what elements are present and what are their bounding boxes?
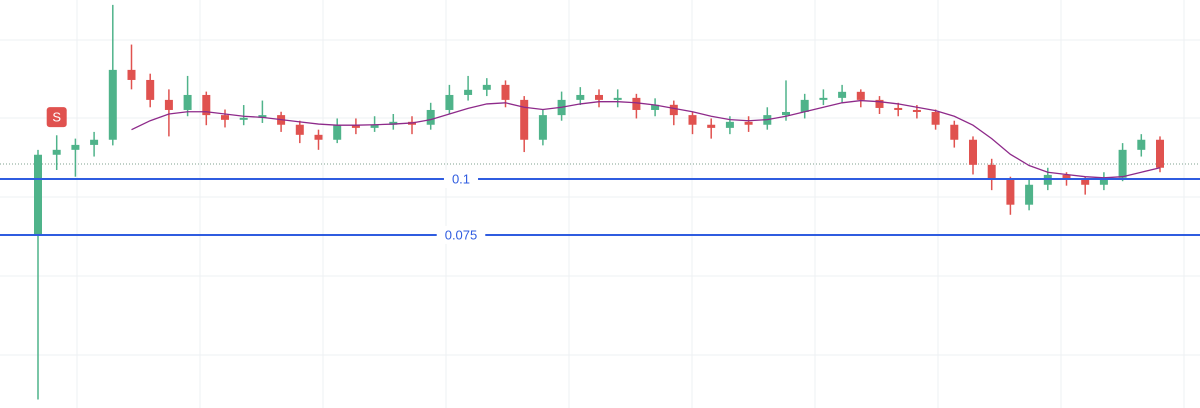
candle-body: [501, 84, 510, 100]
candle-body: [1081, 179, 1090, 185]
candle-body: [1156, 139, 1164, 168]
candle-body: [34, 154, 42, 235]
candle-body: [969, 139, 977, 165]
candle-body: [258, 115, 267, 118]
candle-body: [52, 149, 61, 155]
candle-body: [482, 84, 491, 90]
level-label: 0.075: [445, 227, 478, 242]
candle-body: [108, 69, 117, 140]
candle-body: [239, 117, 248, 120]
candle-body: [1099, 177, 1108, 185]
candle-body: [576, 94, 585, 100]
candle-body: [669, 104, 678, 116]
candle-body: [426, 109, 435, 125]
candle-body: [520, 99, 529, 140]
candle-body: [164, 99, 173, 110]
candle-body: [856, 91, 865, 100]
candle-body: [445, 94, 454, 110]
candle-body: [800, 99, 809, 112]
candle-body: [595, 94, 603, 100]
candle-body: [127, 69, 136, 80]
moving-average: [131, 99, 1161, 179]
candle-body: [725, 121, 734, 128]
candle-body: [651, 104, 660, 110]
candle-body: [538, 115, 547, 140]
candle-body: [1006, 179, 1015, 205]
level-label-bg: [443, 169, 479, 188]
candle-body: [370, 124, 379, 128]
candle-body: [987, 164, 996, 180]
candle-body: [744, 121, 753, 125]
candle-body: [931, 111, 940, 125]
candle-body: [688, 115, 697, 125]
candle-body: [912, 109, 921, 112]
candle-body: [202, 94, 211, 116]
candle-body: [464, 89, 473, 95]
candle-body: [71, 144, 80, 150]
candle-body: [632, 97, 641, 110]
level-label-bg: [436, 225, 486, 244]
candle-body: [1137, 139, 1146, 150]
candle-body: [146, 79, 155, 100]
candle-body: [295, 124, 304, 135]
candle-body: [1118, 149, 1127, 178]
candle-body: [1062, 174, 1071, 180]
candle-body: [183, 94, 192, 110]
candle-body: [333, 124, 342, 140]
level-label: 0.1: [452, 171, 470, 186]
candle-body: [782, 111, 790, 116]
candle-body: [875, 99, 884, 108]
candle-body: [90, 139, 99, 145]
candle-body: [707, 124, 716, 128]
candle-body: [221, 115, 229, 120]
signal-marker-label: S: [52, 110, 61, 125]
candle-body: [613, 97, 622, 100]
candle-body: [950, 124, 959, 140]
candle-body: [838, 91, 847, 98]
candle-body: [1025, 184, 1034, 205]
candle-body: [389, 121, 398, 125]
candle-body: [819, 97, 828, 100]
candle-body: [894, 107, 903, 110]
signal-marker: [46, 107, 67, 128]
candle-body: [314, 134, 323, 140]
candle-body: [351, 124, 360, 128]
